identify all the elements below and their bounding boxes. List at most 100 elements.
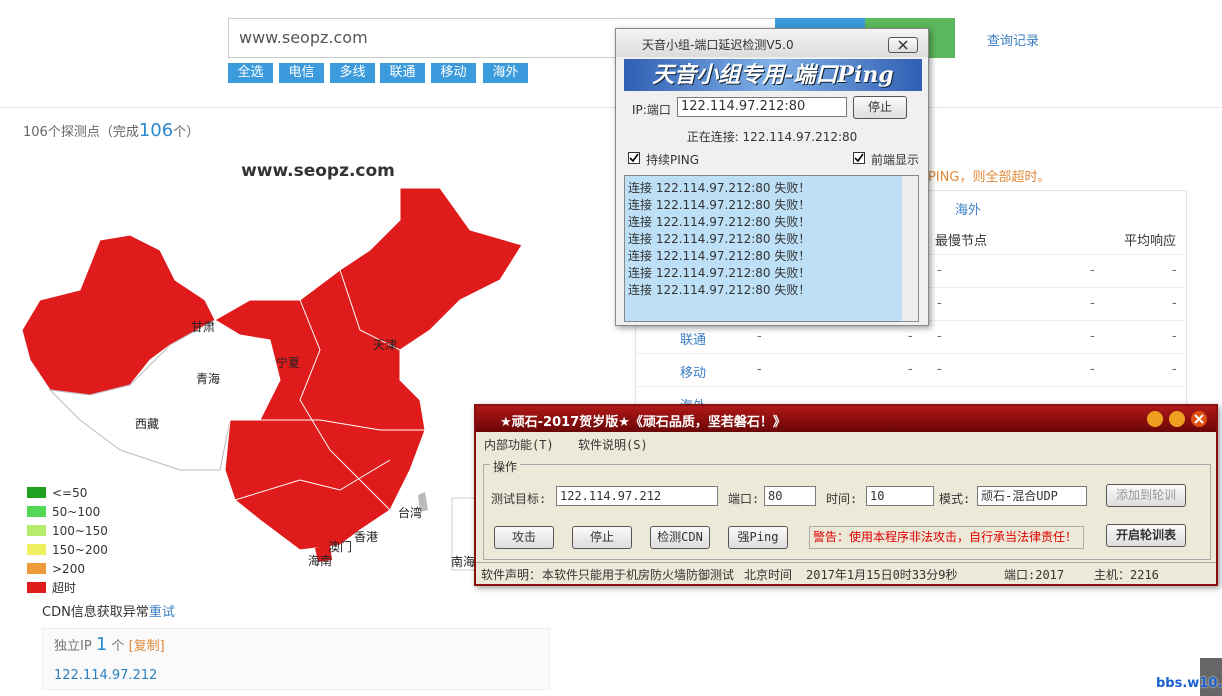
map-label: 台湾 — [398, 505, 422, 520]
title-bar — [616, 29, 928, 57]
table-cell: - — [757, 362, 762, 377]
table-cell: - — [1090, 362, 1095, 377]
legend-swatch — [27, 582, 46, 593]
log-line: 连接 122.114.97.212:80 失败！ — [628, 249, 811, 263]
legend-swatch — [27, 563, 46, 574]
rotation-button[interactable]: 开启轮训表 — [1106, 524, 1186, 547]
table-cell: - — [757, 329, 762, 344]
top-bar — [0, 0, 1222, 108]
mode-select[interactable]: 顽石-混合UDP — [977, 486, 1087, 506]
status-cell: 软件声明： — [481, 568, 542, 582]
cdn-line: CDN信息获取异常重试 — [42, 601, 175, 620]
table-cell: - — [937, 362, 942, 377]
log-line: 连接 122.114.97.212:80 失败！ — [628, 181, 811, 195]
close-button[interactable] — [888, 37, 918, 53]
ip-header: 独立IP 1 个 [复制] — [54, 634, 165, 655]
status-bar — [476, 562, 1216, 584]
history-link[interactable]: 查询记录 — [987, 34, 1040, 49]
table-cell: - — [937, 296, 942, 311]
border — [260, 419, 425, 431]
checkbox[interactable] — [628, 152, 640, 164]
action-button[interactable]: 攻击 — [494, 526, 554, 549]
filter-button[interactable]: 联通 — [380, 63, 425, 83]
action-button[interactable]: 停止 — [572, 526, 632, 549]
table-cell: - — [1172, 296, 1177, 311]
checkbox[interactable] — [853, 152, 865, 164]
map-label: 海南 — [308, 553, 332, 568]
scroll-top[interactable] — [1200, 658, 1222, 696]
ip-label: IP:端口 — [632, 103, 671, 117]
table-header: 平均响应 — [1124, 234, 1177, 249]
checkbox-label: 前端显示 — [871, 153, 920, 167]
map-label: 南海 — [451, 554, 475, 569]
menu-item[interactable]: 软件说明(S) — [578, 438, 648, 452]
row-border — [635, 386, 1187, 387]
status-cell: 端口:2017 — [1004, 568, 1065, 582]
panel-note: PING，则全部超时。 — [928, 170, 1051, 185]
legend-label: >200 — [52, 562, 85, 576]
copy-link[interactable]: [复制] — [128, 639, 165, 654]
log-line: 连接 122.114.97.212:80 失败！ — [628, 283, 811, 297]
filter-button[interactable]: 电信 — [279, 63, 324, 83]
ip-count: 1 — [95, 634, 108, 655]
summary-count: 106 — [138, 120, 174, 141]
summary: 106个探测点（完成106个） — [23, 120, 199, 141]
action-button[interactable]: 强Ping — [728, 526, 788, 549]
window-title: 天音小组-端口延迟检测V5.0 — [642, 38, 794, 52]
status: 正在连接: 122.114.97.212:80 — [686, 130, 858, 144]
filter-button[interactable]: 多线 — [330, 63, 375, 83]
map-label: 香港 — [354, 530, 378, 544]
log-line: 连接 122.114.97.212:80 失败！ — [628, 232, 811, 246]
action-button[interactable]: 检测CDN — [650, 526, 710, 549]
summary-prefix: 106个探测点（完成 — [23, 125, 139, 140]
region — [315, 545, 332, 562]
summary-suffix: 个） — [173, 125, 200, 140]
status-cell: 主机：2216 — [1094, 568, 1159, 582]
log-line: 连接 122.114.97.212:80 失败！ — [628, 266, 811, 280]
time-input[interactable]: 10 — [866, 486, 934, 506]
stop-button[interactable]: 停止 — [853, 96, 907, 119]
map-label: 西藏 — [135, 417, 159, 431]
title-bar — [476, 406, 1216, 432]
row-border — [635, 353, 1187, 354]
map-label: 天津 — [373, 338, 397, 352]
add-button[interactable]: 添加到轮训 — [1106, 484, 1186, 507]
ip-input[interactable]: 122.114.97.212:80 — [677, 97, 847, 117]
window-controls[interactable] — [1146, 410, 1212, 428]
table-cell: 移动 — [680, 366, 707, 381]
filter-button[interactable]: 全选 — [228, 63, 273, 83]
table-cell: - — [1172, 263, 1177, 278]
menu-item[interactable]: 内部功能(T) — [484, 438, 554, 452]
map-title: www.seopz.com — [241, 161, 395, 181]
table-cell: - — [937, 263, 942, 278]
table-cell: - — [1172, 329, 1177, 344]
legend-swatch — [27, 544, 46, 555]
log-box — [624, 175, 919, 322]
close-icon — [898, 40, 908, 50]
table-cell: - — [1090, 263, 1095, 278]
field-label: 端口: — [728, 492, 760, 506]
border — [339, 269, 401, 351]
table-cell: - — [908, 362, 913, 377]
port-input[interactable]: 80 — [764, 486, 816, 506]
legend-swatch — [27, 487, 46, 498]
field-label: 模式: — [939, 492, 971, 506]
map-label: 澳门 — [328, 539, 352, 554]
map-label: 青海 — [196, 371, 220, 386]
retry-link[interactable]: 重试 — [148, 605, 175, 620]
legend-label: 150~200 — [52, 543, 108, 557]
table-header: 最慢节点 — [935, 234, 988, 249]
scrollbar[interactable] — [902, 176, 918, 321]
region — [214, 187, 523, 551]
border — [299, 299, 391, 511]
filter-button[interactable]: 移动 — [431, 63, 476, 83]
ping-window: 天音小组-端口延迟检测V5.0 天音小组专用-端口Ping IP:端口 122.… — [615, 28, 929, 326]
banner: 天音小组专用-端口Ping — [624, 59, 922, 91]
target-input[interactable]: 122.114.97.212 — [556, 486, 718, 506]
table-cell: - — [1090, 329, 1095, 344]
log-line: 连接 122.114.97.212:80 失败！ — [628, 215, 811, 229]
filter-button[interactable]: 海外 — [483, 63, 528, 83]
table-cell: - — [937, 329, 942, 344]
attack-window: ★顽石-2017贺岁版★《顽石品质，坚若磐石！》 内部功能(T) 软件说明(S)… — [474, 404, 1218, 586]
watermark: bbs.w10.cn — [1156, 676, 1222, 691]
